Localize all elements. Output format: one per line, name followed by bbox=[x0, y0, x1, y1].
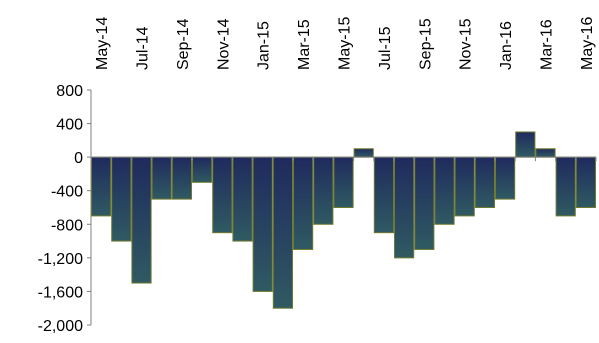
y-tick-label: 800 bbox=[56, 83, 83, 100]
bar-Oct-14 bbox=[192, 156, 213, 183]
bar-Dec-14 bbox=[232, 156, 253, 242]
x-tick-label: May-15 bbox=[337, 17, 354, 70]
x-tick-label: Sep-14 bbox=[175, 18, 192, 70]
x-tick-label: May-16 bbox=[579, 17, 596, 70]
bar-Aug-15 bbox=[394, 156, 415, 259]
x-tick-label: Mar-15 bbox=[296, 19, 313, 70]
bar-May-15 bbox=[333, 156, 354, 208]
bar-Jun-14 bbox=[111, 156, 132, 242]
bar-Jul-14 bbox=[131, 156, 152, 284]
x-tick-label: Jul-15 bbox=[377, 26, 394, 70]
bar-Dec-15 bbox=[474, 156, 495, 208]
x-tick-label: May-14 bbox=[94, 17, 111, 70]
bar-Feb-16 bbox=[515, 131, 536, 158]
x-tick-label: Jan-15 bbox=[256, 21, 273, 70]
bar-Nov-15 bbox=[454, 156, 475, 217]
bar-May-16 bbox=[575, 156, 596, 208]
bar-Mar-16 bbox=[535, 148, 556, 158]
bar-Mar-15 bbox=[293, 156, 314, 250]
y-tick-label: -800 bbox=[51, 217, 83, 234]
bars bbox=[91, 131, 596, 309]
y-axis: 800 400 0 -400 -800 -1,200 -1,600 -2,000 bbox=[38, 83, 92, 335]
bar-Jun-15 bbox=[353, 148, 374, 158]
bar-Sep-14 bbox=[171, 156, 193, 200]
x-tick-label: Mar-16 bbox=[539, 19, 556, 70]
bar-Jan-15 bbox=[252, 156, 273, 292]
y-tick-label: 400 bbox=[56, 117, 83, 134]
y-tick-label: -400 bbox=[51, 184, 83, 201]
bar-Sep-15 bbox=[414, 156, 435, 250]
bar-Aug-14 bbox=[151, 156, 172, 200]
x-tick-label: Jan-16 bbox=[498, 21, 515, 70]
x-axis: May-14 Jul-14 Sep-14 Nov-14 Jan-15 Mar-15 May-… bbox=[90, 17, 597, 162]
bar-Nov-14 bbox=[212, 156, 233, 234]
bar-Oct-15 bbox=[434, 156, 455, 225]
bar-Jan-16 bbox=[495, 156, 516, 200]
x-tick-label: Nov-14 bbox=[215, 18, 232, 70]
y-tick-label: 0 bbox=[74, 150, 83, 167]
bar-Jul-15 bbox=[373, 156, 394, 234]
y-tick-label: -2,000 bbox=[38, 318, 83, 335]
y-tick-label: -1,200 bbox=[38, 251, 83, 268]
x-tick-label: Sep-15 bbox=[417, 18, 434, 70]
bar-Apr-15 bbox=[313, 156, 334, 225]
x-tick-label: Nov-15 bbox=[458, 18, 475, 70]
y-tick-label: -1,600 bbox=[38, 284, 83, 301]
bar-Feb-15 bbox=[272, 156, 293, 309]
bar-May-14 bbox=[91, 156, 112, 217]
bar-Apr-16 bbox=[555, 156, 576, 217]
x-tick-label: Jul-14 bbox=[135, 26, 152, 70]
